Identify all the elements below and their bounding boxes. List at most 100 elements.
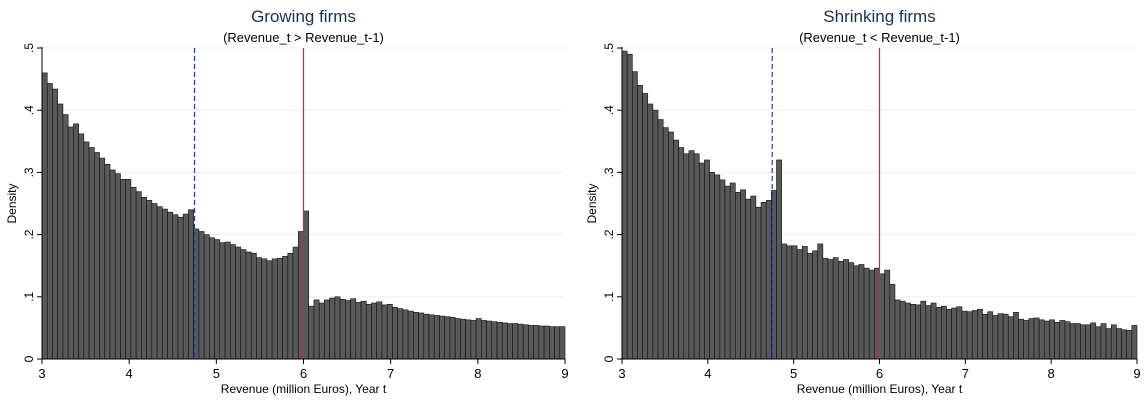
histogram-bar	[418, 312, 425, 360]
histogram-bar	[920, 300, 927, 360]
histogram-bar	[642, 93, 649, 360]
histogram-bar	[750, 195, 757, 360]
histogram-bar	[528, 325, 534, 360]
histogram-bar	[392, 307, 398, 360]
histogram-bar	[925, 305, 932, 360]
histogram-bar	[740, 189, 746, 360]
histogram-bar	[250, 252, 257, 360]
histogram-bar	[1110, 324, 1117, 360]
histogram-bar	[1033, 317, 1040, 360]
chart-title: Growing firms	[251, 7, 356, 26]
histogram-bar	[287, 252, 294, 360]
histogram-bar	[946, 308, 952, 360]
histogram-bar	[647, 103, 654, 360]
histogram-bar	[266, 260, 273, 360]
histogram-bar	[904, 302, 911, 360]
histogram-bar	[491, 321, 498, 360]
histogram-bar	[512, 323, 519, 360]
histogram-bar	[360, 300, 367, 360]
histogram-bar	[339, 298, 346, 360]
histogram-bar	[1064, 321, 1071, 360]
x-tick-label: 3	[618, 366, 625, 381]
chart-subtitle: (Revenue_t > Revenue_t-1)	[223, 30, 384, 45]
histogram-bar	[935, 307, 942, 360]
y-tick-label: .3	[22, 167, 36, 177]
histogram-bar	[683, 153, 690, 360]
histogram-bar	[413, 312, 419, 360]
histogram-bar	[956, 306, 963, 360]
histogram-bar	[146, 200, 153, 360]
histogram-bar	[433, 315, 440, 360]
histogram-bar	[407, 310, 414, 360]
histogram-bar	[481, 320, 487, 360]
histogram-bar	[1018, 318, 1024, 360]
histogram-bar	[303, 210, 310, 360]
histogram-bar	[662, 127, 669, 360]
histogram-bar	[522, 324, 529, 360]
x-tick-label: 5	[790, 366, 797, 381]
histogram-bar	[966, 311, 973, 360]
histogram-bar	[874, 267, 880, 360]
histogram-bar	[177, 216, 184, 360]
histogram-bar	[141, 196, 147, 360]
histogram-bar	[631, 71, 638, 360]
histogram-bar	[109, 169, 116, 360]
histogram-bar	[167, 211, 174, 360]
histogram-bar	[496, 322, 503, 360]
histogram-bar	[822, 257, 829, 360]
histogram-bar	[910, 303, 916, 360]
histogram-bar	[781, 243, 788, 360]
histogram-bar	[428, 314, 435, 360]
y-tick-label: .2	[22, 229, 36, 239]
histogram-bar	[678, 147, 685, 360]
histogram-bar	[765, 200, 772, 360]
x-axis-title: Revenue (million Euros), Year t	[221, 382, 387, 396]
x-tick-label: 6	[876, 366, 883, 381]
histogram-bar	[837, 261, 844, 360]
histogram-bar	[423, 313, 430, 360]
x-tick-label: 7	[962, 366, 969, 381]
histogram-bar	[843, 259, 849, 360]
histogram-bar	[1074, 323, 1081, 360]
y-tick-label: .2	[602, 229, 616, 239]
histogram-bar	[724, 185, 731, 360]
histogram-bar	[1013, 312, 1019, 360]
histogram-bar	[894, 299, 901, 360]
histogram-bar	[755, 206, 762, 360]
histogram-bar	[848, 262, 855, 360]
histogram-bar	[879, 273, 885, 360]
histogram-bar	[807, 252, 813, 360]
histogram-bar	[1007, 316, 1014, 360]
histogram-bar	[1069, 323, 1076, 360]
histogram-bar	[229, 244, 236, 360]
histogram-bar	[182, 213, 189, 360]
histogram-bar	[543, 325, 550, 360]
histogram-bar	[977, 308, 983, 360]
histogram-bar	[673, 139, 679, 360]
histogram-bar	[1121, 329, 1127, 360]
histogram-bar	[745, 198, 752, 360]
histogram-bar	[449, 317, 456, 360]
histogram-bar	[114, 173, 121, 360]
histogram-bar	[1002, 313, 1009, 360]
histogram-bar	[915, 304, 921, 360]
x-tick-label: 8	[474, 366, 481, 381]
histogram-bar	[376, 301, 383, 360]
histogram-bar	[454, 318, 461, 360]
histogram-bar	[863, 267, 870, 360]
x-tick-label: 9	[1133, 366, 1140, 381]
y-tick-label: .3	[602, 167, 616, 177]
histogram-bar	[209, 237, 215, 360]
x-axis-title: Revenue (million Euros), Year t	[797, 382, 963, 396]
histogram-bar	[1100, 323, 1107, 360]
histogram-bar	[334, 296, 341, 360]
histogram-bar	[271, 258, 278, 360]
histogram-bar	[198, 231, 205, 360]
histogram-bar	[1038, 319, 1045, 360]
histogram-bar	[240, 249, 247, 360]
histogram-bar	[318, 302, 325, 360]
histogram-bar	[812, 250, 819, 360]
y-tick-label: .1	[22, 291, 36, 301]
y-tick-label: 0	[602, 355, 616, 362]
histogram-bar	[245, 251, 252, 360]
